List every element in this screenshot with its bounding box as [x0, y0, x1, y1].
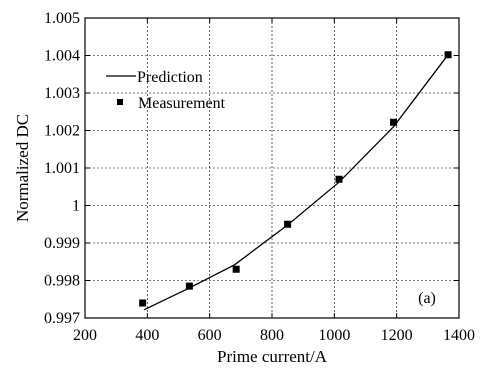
legend-measurement-label: Measurement: [138, 95, 226, 112]
measurement-point: [335, 175, 343, 183]
x-tick-label: 1000: [318, 327, 350, 344]
x-tick-label: 800: [260, 327, 284, 344]
y-tick-label: 0.997: [44, 310, 80, 327]
y-tick-labels: 0.997 0.998 0.999 1 1.001 1.002 1.003 1.004 1.00…: [44, 10, 80, 327]
grid-lines: [85, 18, 459, 318]
measurement-point: [444, 51, 452, 59]
panel-annotation: (a): [418, 290, 436, 307]
x-tick-labels: 200 400 600 800 1000 1200 1400: [73, 327, 475, 344]
series-layer: [139, 51, 452, 311]
measurement-point: [390, 118, 398, 126]
legend-prediction-label: Prediction: [137, 69, 203, 86]
measurement-point: [284, 220, 292, 228]
y-tick-label: 0.998: [44, 273, 80, 290]
x-tick-label: 400: [135, 327, 159, 344]
y-tick-label: 0.999: [44, 235, 80, 252]
x-tick-label: 1400: [443, 327, 475, 344]
y-tick-label: 1.002: [44, 123, 80, 140]
measurement-point: [185, 282, 193, 290]
legend: Prediction Measurement: [106, 69, 226, 112]
y-tick-label: 1.004: [44, 48, 80, 65]
measurement-point: [139, 299, 147, 307]
x-tick-label: 1200: [381, 327, 413, 344]
y-tick-label: 1.003: [44, 85, 80, 102]
y-tick-label: 1.005: [44, 10, 80, 27]
x-tick-label: 200: [73, 327, 97, 344]
legend-measurement-swatch: [117, 99, 123, 105]
x-tick-label: 600: [198, 327, 222, 344]
y-tick-label: 1: [72, 198, 80, 215]
y-tick-label: 1.001: [44, 160, 80, 177]
y-axis-title: Normalized DC: [13, 114, 32, 222]
x-axis-title: Prime current/A: [217, 347, 328, 366]
measurement-point: [232, 265, 240, 273]
tick-marks: [84, 17, 460, 319]
